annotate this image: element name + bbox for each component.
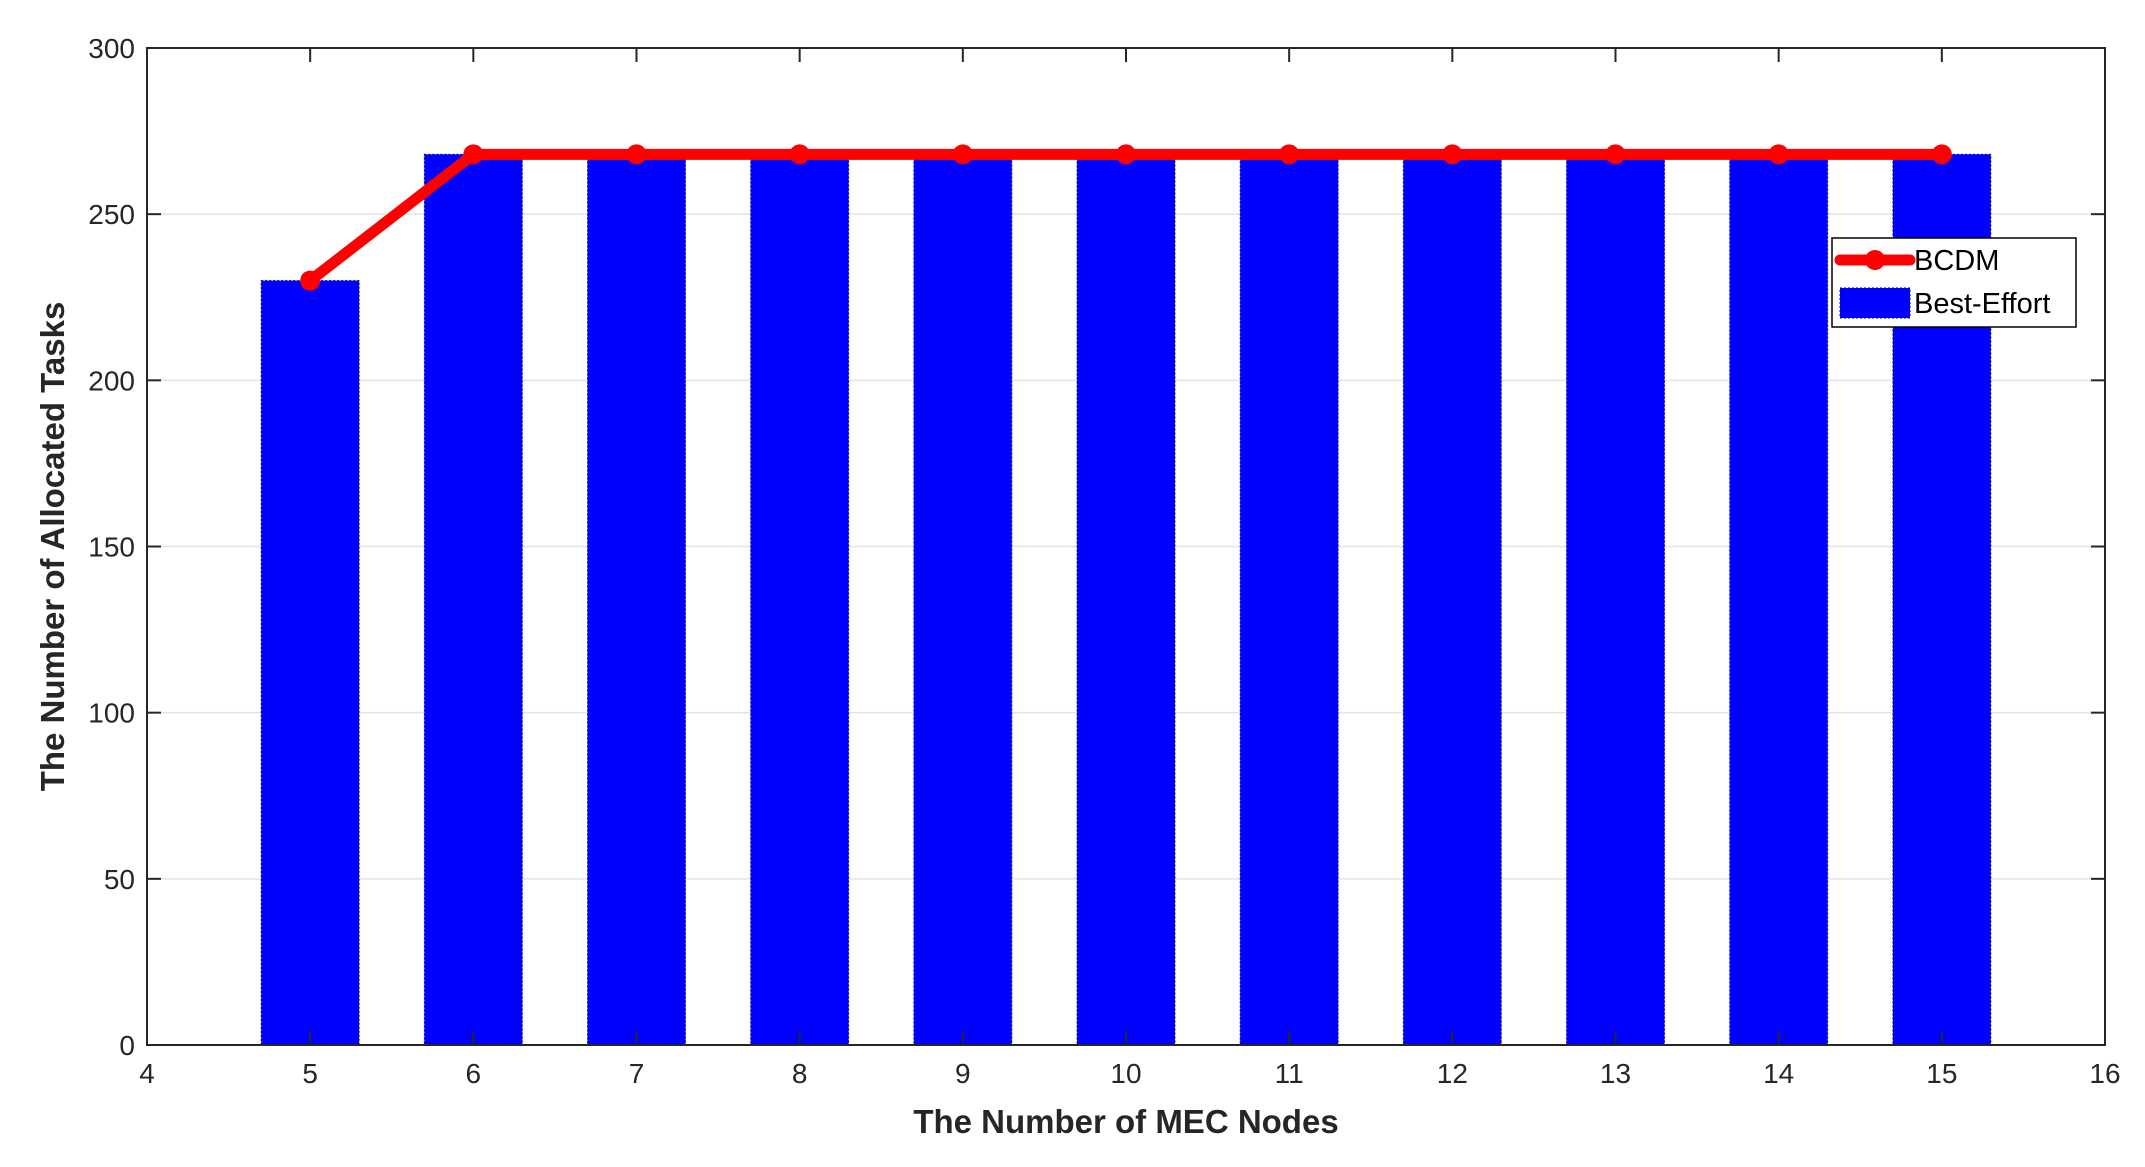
bar-12 — [1402, 153, 1502, 1046]
legend: BCDM Best-Effort — [1831, 237, 2077, 328]
bar-series — [260, 153, 1992, 1046]
y-tick-label-250: 250 — [88, 199, 135, 230]
x-tick-label-11: 11 — [1275, 1058, 1304, 1089]
tick-labels: 4 5 6 7 8 9 10 11 12 13 14 15 16 0 50 100 150 200 250 300 — [88, 33, 2120, 1089]
y-tick-label-100: 100 — [88, 698, 135, 729]
y-tick-label-150: 150 — [88, 532, 135, 563]
x-tick-label-14: 14 — [1763, 1058, 1794, 1089]
x-tick-label-4: 4 — [139, 1058, 155, 1089]
axes — [146, 47, 2106, 1046]
line-series — [300, 144, 1952, 291]
legend-bcdm-marker — [1865, 250, 1885, 270]
bar-10 — [1076, 153, 1176, 1046]
x-tick-label-15: 15 — [1926, 1058, 1957, 1089]
bcdm-point-10 — [1116, 144, 1136, 165]
bcdm-point-14 — [1768, 144, 1789, 165]
bcdm-point-8 — [789, 144, 810, 165]
bar-11 — [1239, 153, 1339, 1046]
bar-5 — [260, 280, 360, 1046]
x-tick-label-7: 7 — [629, 1058, 645, 1089]
bcdm-point-13 — [1605, 144, 1626, 165]
bcdm-point-11 — [1279, 144, 1300, 165]
bar-13 — [1566, 153, 1665, 1046]
bcdm-point-7 — [626, 144, 647, 165]
x-tick-label-6: 6 — [466, 1058, 482, 1089]
y-tick-label-200: 200 — [88, 365, 135, 396]
bar-9 — [913, 153, 1013, 1046]
y-tick-label-300: 300 — [88, 33, 135, 64]
legend-label-best-effort: Best-Effort — [1914, 288, 2050, 320]
bar-7 — [587, 153, 686, 1046]
legend-label-bcdm: BCDM — [1914, 245, 1999, 277]
x-tick-label-9: 9 — [955, 1058, 971, 1089]
bar-6 — [423, 153, 523, 1046]
x-tick-label-8: 8 — [792, 1058, 808, 1089]
x-tick-label-16: 16 — [2089, 1058, 2120, 1089]
legend-best-effort-swatch — [1839, 287, 1911, 319]
bcdm-point-9 — [952, 144, 973, 165]
y-tick-label-0: 0 — [119, 1030, 135, 1061]
bcdm-point-12 — [1442, 144, 1463, 165]
bcdm-point-5 — [300, 270, 321, 291]
x-tick-label-10: 10 — [1110, 1058, 1141, 1089]
bar-14 — [1729, 153, 1829, 1046]
bcdm-point-15 — [1931, 144, 1952, 165]
x-tick-label-5: 5 — [302, 1058, 318, 1089]
bar-8 — [750, 153, 850, 1046]
x-tick-label-12: 12 — [1437, 1058, 1468, 1089]
y-axis-title: The Number of Allocated Tasks — [34, 302, 71, 792]
bcdm-point-6 — [463, 144, 484, 165]
y-tick-label-50: 50 — [104, 864, 135, 895]
x-tick-label-13: 13 — [1600, 1058, 1631, 1089]
x-axis-title: The Number of MEC Nodes — [913, 1103, 1338, 1140]
